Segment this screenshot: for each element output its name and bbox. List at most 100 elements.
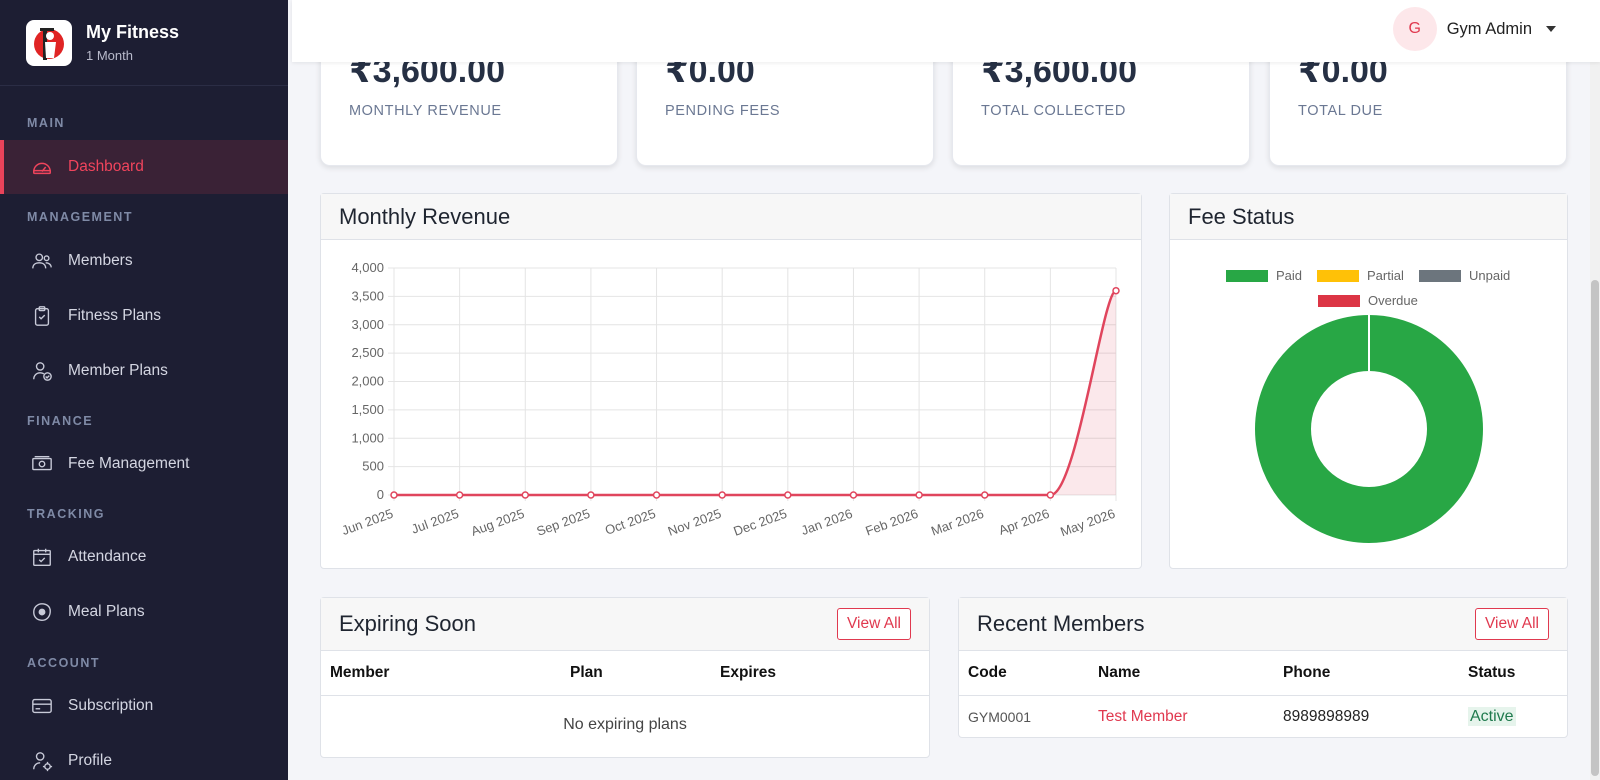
x-tick-label: Jan 2026 xyxy=(799,506,854,538)
sidebar-item-member-plans[interactable]: Member Plans xyxy=(0,344,288,398)
fee-status-donut-chart xyxy=(1255,315,1483,543)
column-header[interactable]: Name xyxy=(1089,651,1274,696)
x-tick-label: Dec 2025 xyxy=(731,506,788,539)
user-menu[interactable]: G Gym Admin xyxy=(1392,6,1556,52)
x-tick-label: Jun 2025 xyxy=(340,506,395,538)
credit-card-icon xyxy=(30,694,54,718)
caret-down-icon xyxy=(1546,26,1556,32)
sidebar-item-label: Fee Management xyxy=(68,455,190,472)
sidebar-item-fitness-plans[interactable]: Fitness Plans xyxy=(0,289,288,343)
person-gear-icon xyxy=(30,749,54,773)
column-header[interactable]: Code xyxy=(959,651,1089,696)
sidebar-item-subscription[interactable]: Subscription xyxy=(0,679,288,733)
data-point xyxy=(521,491,530,499)
status-badge: Active xyxy=(1468,707,1516,727)
topbar: G Gym Admin xyxy=(292,0,1600,62)
brand-plan: 1 Month xyxy=(86,48,133,63)
speedometer-icon xyxy=(30,155,54,179)
data-point xyxy=(587,491,595,499)
stat-label: PENDING FEES xyxy=(665,103,781,119)
empty-message: No expiring plans xyxy=(563,716,687,734)
card-header: Expiring Soon View All xyxy=(321,598,929,651)
data-point xyxy=(1046,491,1055,499)
legend-label: Overdue xyxy=(1368,293,1418,308)
revenue-line-chart: 0 500 1,000 1,500 2,000 2,500 3,000 3,500 4,000 J… xyxy=(340,260,1120,539)
column-header[interactable]: Expires xyxy=(711,651,929,696)
legend-item-unpaid[interactable]: Unpaid xyxy=(1419,268,1510,283)
sidebar-item-meal-plans[interactable]: Meal Plans xyxy=(0,585,288,639)
revenue-chart-card: Monthly Revenue 0 500 1,000 1,500 2,000 2,500… xyxy=(320,193,1142,569)
data-point xyxy=(849,491,858,499)
legend-swatch xyxy=(1318,294,1360,307)
data-point xyxy=(1112,286,1120,295)
brand[interactable]: My Fitness 1 Month xyxy=(0,0,288,86)
sidebar-item-fee-management[interactable]: Fee Management xyxy=(0,437,288,491)
data-point xyxy=(718,491,726,499)
clipboard-check-icon xyxy=(30,304,54,328)
column-header[interactable]: Plan xyxy=(561,651,711,696)
fee-status-card: Fee Status Paid Partial Unpaid Overdue xyxy=(1169,193,1568,569)
legend-item-paid[interactable]: Paid xyxy=(1226,268,1302,283)
legend-label: Partial xyxy=(1367,268,1404,283)
table-header-row: Code Name Phone Status xyxy=(959,651,1567,696)
brand-logo-icon xyxy=(26,19,72,66)
x-tick-label: Feb 2026 xyxy=(863,506,920,539)
column-header[interactable]: Member xyxy=(321,651,561,696)
people-icon xyxy=(30,249,54,273)
x-tick-label: Jul 2025 xyxy=(409,506,460,537)
y-tick-label: 0 xyxy=(377,487,384,502)
recent-members-card: Recent Members View All Code Name Phone … xyxy=(958,597,1568,738)
y-tick-label: 2,000 xyxy=(351,374,384,389)
sidebar-item-profile[interactable]: Profile xyxy=(0,734,288,780)
card-title: Expiring Soon xyxy=(339,611,476,636)
sidebar-item-label: Subscription xyxy=(68,697,154,714)
legend-item-partial[interactable]: Partial xyxy=(1317,268,1404,283)
card-header: Recent Members View All xyxy=(959,598,1567,651)
table-row: No expiring plans xyxy=(321,695,929,755)
x-tick-label: Mar 2026 xyxy=(929,506,986,539)
data-point xyxy=(784,491,792,499)
series-area xyxy=(394,290,1116,495)
card-header: Fee Status xyxy=(1170,194,1567,240)
nav-section-finance: FINANCE xyxy=(27,414,94,428)
sidebar: My Fitness 1 Month MAIN Dashboard MANAGE… xyxy=(0,0,288,780)
nav-section-tracking: TRACKING xyxy=(27,507,105,521)
user-name: Gym Admin xyxy=(1446,19,1532,38)
y-tick-label: 4,000 xyxy=(351,260,384,275)
nav-section-account: ACCOUNT xyxy=(27,656,100,670)
member-code: GYM0001 xyxy=(968,709,1032,726)
sidebar-item-label: Members xyxy=(68,252,133,269)
sidebar-item-label: Meal Plans xyxy=(68,603,145,620)
member-name-link[interactable]: Test Member xyxy=(1098,708,1188,726)
y-tick-label: 2,500 xyxy=(351,345,384,360)
sidebar-item-dashboard[interactable]: Dashboard xyxy=(0,140,288,194)
sidebar-item-label: Fitness Plans xyxy=(68,307,162,324)
expiring-soon-card: Expiring Soon View All Member Plan Expir… xyxy=(320,597,930,758)
recent-members-table: Code Name Phone Status GYM0001 Test Memb… xyxy=(959,651,1567,739)
column-header[interactable]: Status xyxy=(1459,651,1567,696)
table-row: GYM0001 Test Member 8989898989 Active xyxy=(959,695,1567,739)
view-all-members-button[interactable]: View All xyxy=(1475,608,1549,640)
legend-swatch xyxy=(1226,269,1268,282)
brand-name: My Fitness xyxy=(86,22,180,42)
sidebar-item-attendance[interactable]: Attendance xyxy=(0,530,288,584)
sidebar-item-label: Profile xyxy=(68,752,112,769)
legend-label: Unpaid xyxy=(1469,268,1511,283)
table-header-row: Member Plan Expires xyxy=(321,651,929,696)
data-point xyxy=(915,491,923,499)
view-all-expiring-button[interactable]: View All xyxy=(837,608,911,640)
legend-item-overdue[interactable]: Overdue xyxy=(1318,293,1418,308)
x-tick-label: Aug 2025 xyxy=(469,506,526,539)
scrollbar-thumb[interactable] xyxy=(1591,280,1599,776)
column-header[interactable]: Phone xyxy=(1274,651,1459,696)
page-scrollbar[interactable] xyxy=(1590,0,1600,780)
data-point xyxy=(980,491,989,499)
card-title: Recent Members xyxy=(977,611,1145,636)
data-point xyxy=(455,491,464,499)
sidebar-item-members[interactable]: Members xyxy=(0,234,288,288)
y-tick-label: 500 xyxy=(362,459,384,474)
stat-label: TOTAL DUE xyxy=(1298,103,1383,119)
legend-swatch xyxy=(1317,269,1359,282)
card-title: Fee Status xyxy=(1188,203,1295,229)
nav-section-management: MANAGEMENT xyxy=(27,210,133,224)
